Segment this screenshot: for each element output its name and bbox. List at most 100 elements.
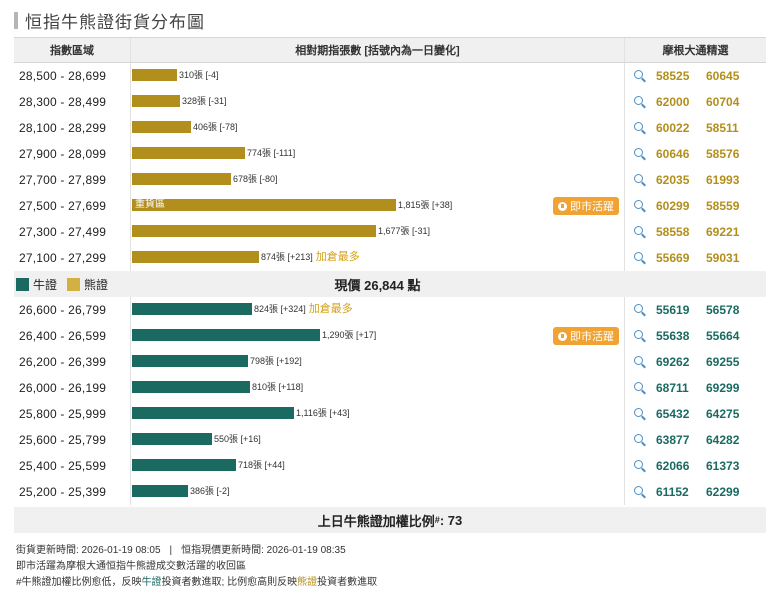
search-icon[interactable]: [634, 304, 646, 317]
search-icon[interactable]: [634, 70, 646, 83]
bar-value-label: 1,290張 [+17]: [322, 329, 376, 341]
table-row: 27,300 - 27,499 1,677張 [-31] 58558 69221: [14, 219, 766, 245]
warrant-code-link[interactable]: 58576: [706, 147, 740, 161]
search-icon[interactable]: [634, 148, 646, 161]
search-icon[interactable]: [634, 122, 646, 135]
range-cell: 27,300 - 27,499: [19, 225, 107, 239]
warrant-code-link[interactable]: 61152: [656, 485, 689, 499]
warrant-code-link[interactable]: 69221: [706, 225, 740, 239]
warrant-code-link[interactable]: 60645: [706, 69, 740, 83]
bull-bar: [132, 355, 248, 367]
warrant-code-link[interactable]: 58558: [656, 225, 690, 239]
bar-value-text: 406張 [-78]: [193, 122, 238, 132]
warrant-code-link[interactable]: 61373: [706, 459, 740, 473]
range-cell: 28,500 - 28,699: [19, 69, 107, 83]
search-icon[interactable]: [634, 356, 646, 369]
warrant-code-link[interactable]: 55619: [656, 303, 690, 317]
table-row: 25,600 - 25,799 550張 [+16] 63877 64282: [14, 427, 766, 453]
active-button[interactable]: 即市活躍: [553, 327, 619, 345]
search-icon[interactable]: [634, 96, 646, 109]
search-icon-handle: [641, 337, 646, 343]
codes-cell: 62000 60704: [624, 89, 766, 115]
active-button[interactable]: 即市活躍: [553, 197, 619, 215]
bar-value-label: 810張 [+118]: [252, 381, 303, 393]
range-cell: 26,000 - 26,199: [19, 381, 107, 395]
bar-value-text: 678張 [-80]: [233, 174, 278, 184]
search-icon-handle: [641, 467, 646, 473]
bar-value-label: 328張 [-31]: [182, 95, 227, 107]
active-button-label: 即市活躍: [570, 201, 614, 213]
search-icon[interactable]: [634, 174, 646, 187]
warrant-code-link[interactable]: 58525: [656, 69, 690, 83]
warrant-code-link[interactable]: 62000: [656, 95, 690, 109]
warrant-code-link[interactable]: 62066: [656, 459, 690, 473]
bull-section: 26,600 - 26,799 824張 [+324] 加倉最多 55619 56578…: [14, 297, 766, 505]
warrant-code-link[interactable]: 63877: [656, 433, 690, 447]
search-icon[interactable]: [634, 226, 646, 239]
warrant-code-link[interactable]: 61993: [706, 173, 740, 187]
heavy-zone-label: 重貨區: [135, 199, 165, 210]
search-icon[interactable]: [634, 382, 646, 395]
bear-section: 28,500 - 28,699 310張 [-4] 58525 60645 28,300…: [14, 63, 766, 271]
warrant-code-link[interactable]: 69299: [706, 381, 740, 395]
search-icon-ring: [634, 122, 643, 131]
search-icon-handle: [641, 389, 646, 395]
warrant-code-link[interactable]: 69255: [706, 355, 740, 369]
warrant-code-link[interactable]: 60704: [706, 95, 740, 109]
search-icon[interactable]: [634, 486, 646, 499]
note-update-times: 街貨更新時間: 2026-01-19 08:05 | 恒指現價更新時間: 2026-…: [16, 543, 377, 559]
warrant-code-link[interactable]: 55669: [656, 251, 690, 265]
current-price-bar: 牛證 熊證 現價 26,844 點: [14, 271, 766, 297]
warrant-code-link[interactable]: 64275: [706, 407, 740, 421]
range-cell: 28,100 - 28,299: [19, 121, 107, 135]
warrant-code-link[interactable]: 58511: [706, 121, 739, 135]
warrant-code-link[interactable]: 55638: [656, 329, 690, 343]
search-icon[interactable]: [634, 434, 646, 447]
note-ratio-part1: #牛熊證加權比例愈低，反映: [16, 577, 142, 588]
search-icon[interactable]: [634, 460, 646, 473]
active-button-label: 即市活躍: [570, 331, 614, 343]
clock-icon: [558, 331, 567, 341]
table-header: 指數區域 相對期指張數 [括號內為一日變化] 摩根大通精選: [14, 37, 766, 63]
search-icon[interactable]: [634, 252, 646, 265]
bar-value-label: 1,677張 [-31]: [378, 225, 430, 237]
codes-cell: 60022 58511: [624, 115, 766, 141]
table-row: 25,400 - 25,599 718張 [+44] 62066 61373: [14, 453, 766, 479]
bull-bar: [132, 329, 320, 341]
search-icon[interactable]: [634, 200, 646, 213]
warrant-code-link[interactable]: 55664: [706, 329, 740, 343]
bull-bar: [132, 433, 212, 445]
warrant-code-link[interactable]: 64282: [706, 433, 740, 447]
warrant-code-link[interactable]: 58559: [706, 199, 740, 213]
range-cell: 26,200 - 26,399: [19, 355, 107, 369]
warrant-code-link[interactable]: 60646: [656, 147, 690, 161]
search-icon[interactable]: [634, 330, 646, 343]
warrant-code-link[interactable]: 62035: [656, 173, 690, 187]
range-cell: 25,600 - 25,799: [19, 433, 107, 447]
warrant-code-link[interactable]: 69262: [656, 355, 690, 369]
table-row: 27,900 - 28,099 774張 [-111] 60646 58576: [14, 141, 766, 167]
search-icon[interactable]: [634, 408, 646, 421]
warrant-code-link[interactable]: 59031: [706, 251, 740, 265]
warrant-code-link[interactable]: 65432: [656, 407, 690, 421]
range-cell: 25,400 - 25,599: [19, 459, 107, 473]
most-added-tag: 加倉最多: [308, 303, 353, 315]
legend-swatch-bull: [16, 277, 29, 291]
warrant-code-link[interactable]: 62299: [706, 485, 740, 499]
distribution-table: 指數區域 相對期指張數 [括號內為一日變化] 摩根大通精選 28,500 - 2…: [14, 37, 766, 533]
warrant-code-link[interactable]: 60299: [656, 199, 690, 213]
search-icon-handle: [641, 259, 646, 265]
search-icon-handle: [641, 363, 646, 369]
search-icon-handle: [641, 103, 646, 109]
table-row: 26,200 - 26,399 798張 [+192] 69262 69255: [14, 349, 766, 375]
header-codes: 摩根大通精選: [624, 38, 766, 62]
header-range: 指數區域: [50, 45, 94, 57]
footnotes: 街貨更新時間: 2026-01-19 08:05 | 恒指現價更新時間: 2026-…: [16, 543, 377, 591]
warrant-code-link[interactable]: 56578: [706, 303, 740, 317]
table-row: 26,000 - 26,199 810張 [+118] 68711 69299: [14, 375, 766, 401]
warrant-code-link[interactable]: 60022: [656, 121, 690, 135]
warrant-code-link[interactable]: 68711: [656, 381, 689, 395]
search-icon-handle: [641, 129, 646, 135]
search-icon-ring: [634, 486, 643, 495]
codes-cell: 69262 69255: [624, 349, 766, 375]
